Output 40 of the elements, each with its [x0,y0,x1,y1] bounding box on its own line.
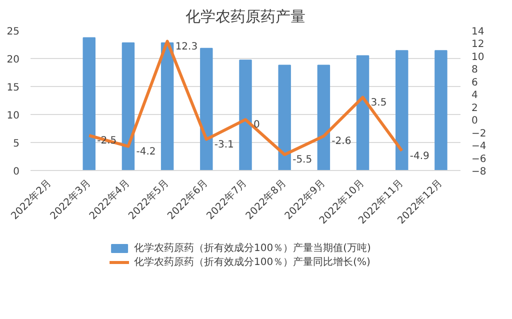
y2-tick-label: 6 [472,77,478,88]
y2-tick-label: −8 [472,166,486,178]
y-tick-label: 15 [6,82,20,94]
y-tick-label: 0 [13,166,20,178]
bar [317,64,330,170]
y-tick-label: 20 [6,54,20,66]
bar [396,50,408,170]
bar [82,37,96,170]
bar [200,48,213,170]
data-label: -2.6 [332,136,352,148]
bar [278,64,291,170]
bar [122,42,135,170]
data-label: -4.9 [410,150,430,162]
bar [239,60,252,170]
y2-tick-label: 10 [472,52,484,63]
y2-tick-label: −6 [472,154,486,165]
y2-tick-label: 2 [472,102,478,114]
bar [160,42,174,170]
data-label: 12.3 [175,41,198,52]
bar [434,50,448,170]
chart-title: 化学农药原药产量 [186,8,306,26]
data-label: -5.5 [292,154,312,166]
y-tick-label: 5 [13,138,20,150]
y2-tick-label: 0 [472,116,478,127]
y2-tick-label: 14 [472,26,484,38]
y2-tick-label: 8 [472,64,478,76]
data-label: 3.5 [370,97,387,108]
data-label: -4.2 [136,146,156,158]
line-series [88,40,404,156]
y2-tick-label: 4 [472,90,478,102]
y2-tick-label: −4 [472,141,486,152]
data-label: -3.1 [214,139,234,150]
bar [356,55,370,170]
y2-tick-label: −2 [472,128,486,140]
legend-label: 化学农药原药（折有效成分100％）产量当期值(万吨) [134,242,371,255]
legend-label: 化学农药原药（折有效成分100％）产量同比增长(%) [134,256,370,269]
y-tick-label: 10 [6,110,20,122]
y-tick-label: 25 [6,26,20,38]
y2-tick-label: 12 [472,39,484,50]
data-label: 0 [254,120,260,131]
